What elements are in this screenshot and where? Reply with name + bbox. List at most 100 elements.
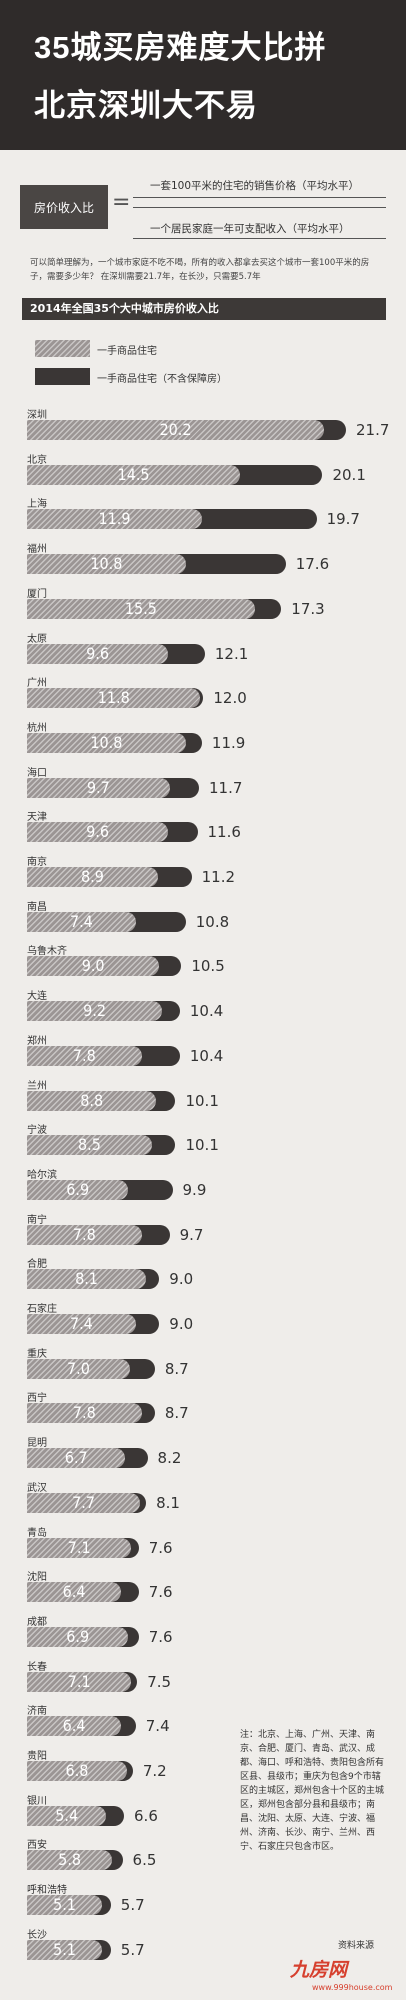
city-label: 长春 <box>27 1661 47 1673</box>
legend-swatch-hatched <box>35 340 90 357</box>
value-label-all: 7.1 <box>67 1671 91 1691</box>
bar-all-housing <box>27 598 255 619</box>
city-label: 福州 <box>27 544 47 556</box>
city-label: 西宁 <box>27 1393 47 1405</box>
chart-row: 济南 6.4 7.4 <box>0 1702 406 1740</box>
city-label: 济南 <box>27 1706 47 1718</box>
formula-numerator: 一套100平米的住宅的销售价格（平均水平） <box>150 180 360 192</box>
chart-row: 宁波 8.5 10.1 <box>0 1121 406 1159</box>
bar-all-housing <box>27 1716 122 1737</box>
title-line-1: 35城买房难度大比拼 <box>34 30 327 65</box>
city-label: 哈尔滨 <box>27 1169 57 1181</box>
chart-row: 长春 7.1 7.5 <box>0 1658 406 1696</box>
header-banner: 35城买房难度大比拼 北京深圳大不易 <box>0 0 406 150</box>
value-label-all: 6.4 <box>62 1582 86 1602</box>
city-label: 大连 <box>27 991 47 1003</box>
bar-all-housing <box>27 1939 102 1960</box>
bar-all-housing <box>27 956 160 977</box>
value-label-excl: 12.1 <box>214 644 249 663</box>
city-label: 北京 <box>27 454 47 466</box>
formula-line-2 <box>133 207 386 208</box>
chart-row: 西安 5.8 6.5 <box>0 1836 406 1874</box>
chart-row: 广州 11.8 12.0 <box>0 674 406 712</box>
explanation-text: 可以简单理解为，一个城市家庭不吃不喝，所有的收入都拿去买这个城市一套100平米的… <box>30 258 370 282</box>
value-label-all: 9.7 <box>86 777 110 797</box>
chart-row: 兰州 8.8 10.1 <box>0 1077 406 1115</box>
value-label-excl: 10.8 <box>195 912 230 931</box>
city-label: 杭州 <box>27 722 47 734</box>
value-label-excl: 11.2 <box>201 868 236 886</box>
value-label-excl: 7.6 <box>148 1538 173 1557</box>
value-label-excl: 21.7 <box>355 421 390 439</box>
value-label-excl: 9.7 <box>179 1225 204 1244</box>
bar-all-housing <box>27 1805 107 1826</box>
bar-all-housing <box>27 1045 142 1066</box>
bar-all-housing <box>27 420 324 440</box>
value-label-excl: 6.6 <box>134 1806 158 1825</box>
bar-all-housing <box>27 777 170 798</box>
value-label-all: 6.9 <box>66 1179 90 1199</box>
bar-all-housing <box>27 688 201 709</box>
city-label: 深圳 <box>27 410 47 421</box>
chart-row: 贵阳 6.8 7.2 <box>0 1747 406 1785</box>
bar-all-housing <box>27 643 169 664</box>
brand-url: www.999house.com <box>312 1983 393 1992</box>
value-label-all: 7.1 <box>67 1537 91 1557</box>
chart-row: 上海 11.9 19.7 <box>0 495 406 533</box>
value-label-excl: 20.1 <box>332 465 366 484</box>
value-label-excl: 11.6 <box>207 823 241 842</box>
value-label-excl: 10.5 <box>191 957 225 976</box>
chart-row: 深圳 20.2 21.7 <box>0 406 406 444</box>
city-label: 上海 <box>27 499 47 511</box>
city-label: 长沙 <box>27 1929 47 1941</box>
value-label-excl: 7.6 <box>148 1583 173 1602</box>
value-label-all: 6.7 <box>64 1448 88 1468</box>
value-label-all: 10.8 <box>90 732 123 752</box>
chart-row: 太原 9.6 12.1 <box>0 630 406 668</box>
value-label-excl: 9.0 <box>169 1315 194 1333</box>
bar-all-housing <box>27 1135 152 1156</box>
value-label-all: 9.0 <box>81 956 105 976</box>
city-label: 成都 <box>27 1616 47 1628</box>
value-label-all: 5.1 <box>53 1939 76 1959</box>
value-label-all: 20.2 <box>159 420 192 439</box>
chart-row: 福州 10.8 17.6 <box>0 540 406 578</box>
footnote: 注：北京、上海、广州、天津、南京、合肥、厦门、青岛、武汉、成都、海口、呼和浩特、… <box>240 1730 385 1852</box>
bar-all-housing <box>27 1179 129 1200</box>
value-label-all: 5.4 <box>55 1805 79 1825</box>
city-label: 南宁 <box>27 1214 47 1226</box>
city-label: 兰州 <box>27 1080 47 1092</box>
city-label: 厦门 <box>27 588 47 600</box>
value-label-all: 14.5 <box>117 464 150 484</box>
city-label: 合肥 <box>27 1259 47 1271</box>
bar-all-housing <box>27 867 158 887</box>
legend-swatch-dark <box>35 368 90 385</box>
value-label-excl: 8.7 <box>164 1404 189 1423</box>
bar-all-housing <box>27 464 241 485</box>
value-label-all: 8.9 <box>80 867 104 886</box>
value-label-excl: 10.4 <box>189 1002 224 1021</box>
chart-row: 银川 5.4 6.6 <box>0 1792 406 1830</box>
value-label-all: 9.6 <box>86 822 109 842</box>
legend-label-1: 一手商品住宅 <box>97 346 157 357</box>
value-label-all: 7.4 <box>69 911 93 931</box>
chart-row: 哈尔滨 6.9 9.9 <box>0 1166 406 1204</box>
city-label: 宁波 <box>27 1125 47 1137</box>
bar-all-housing <box>27 509 202 530</box>
bar-all-housing <box>27 1850 113 1871</box>
city-label: 贵阳 <box>27 1751 47 1762</box>
value-label-excl: 19.7 <box>326 510 360 529</box>
bar-all-housing <box>27 1582 122 1603</box>
bar-all-housing <box>27 1001 163 1022</box>
city-label: 天津 <box>27 812 47 824</box>
city-label: 南京 <box>27 857 47 868</box>
city-label: 郑州 <box>27 1035 47 1047</box>
chart-row: 厦门 15.5 17.3 <box>0 585 406 623</box>
value-label-all: 7.0 <box>67 1358 90 1378</box>
value-label-all: 7.7 <box>72 1492 96 1512</box>
formula-denominator: 一个居民家庭一年可支配收入（平均水平） <box>150 223 350 235</box>
bar-all-housing <box>27 1626 129 1647</box>
value-label-all: 8.5 <box>78 1135 101 1155</box>
value-label-excl: 9.9 <box>182 1180 207 1199</box>
value-label-excl: 7.2 <box>142 1762 167 1780</box>
